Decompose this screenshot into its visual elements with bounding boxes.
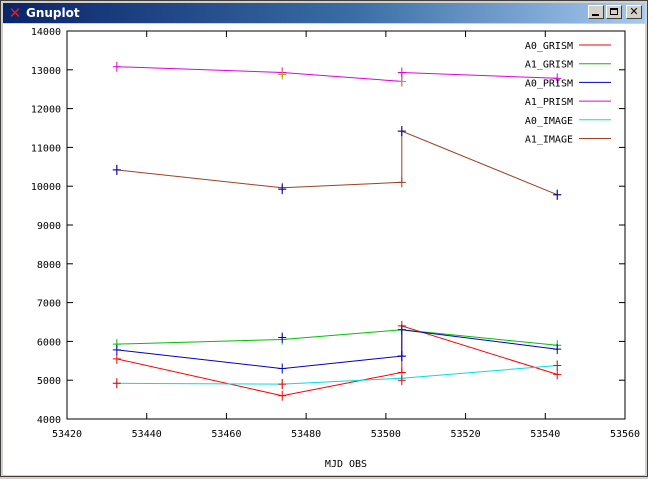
legend-label: A0_GRISM: [525, 41, 573, 52]
marker-layer: [112, 61, 562, 401]
legend-label: A0_IMAGE: [525, 116, 573, 127]
y-tick-label: 4000: [37, 415, 61, 426]
series-layer: [116, 66, 558, 397]
series-line-a1-image: [116, 130, 558, 196]
data-point: [397, 76, 406, 87]
legend-label: A1_PRISM: [525, 97, 573, 108]
data-point: [553, 360, 562, 371]
y-tick-label: 8000: [37, 260, 61, 271]
legend-label: A0_PRISM: [525, 78, 573, 89]
data-point: [112, 353, 121, 364]
title-bar[interactable]: ✕ Gnuplot ✕: [3, 3, 645, 23]
close-icon: ✕: [629, 5, 639, 18]
series-line-a0-grism: [116, 325, 558, 397]
y-tick-label: 9000: [37, 221, 61, 232]
x-tick-label: 53560: [610, 429, 640, 440]
data-point: [553, 189, 562, 200]
y-tick-label: 7000: [37, 299, 61, 310]
y-tick-label: 10000: [31, 182, 61, 193]
data-point: [553, 344, 562, 355]
data-point: [278, 379, 287, 390]
y-tick-label: 14000: [31, 27, 61, 38]
data-point: [278, 69, 287, 80]
data-point: [112, 61, 121, 72]
data-point: [397, 126, 406, 137]
x-axis-label: MJD OBS: [325, 459, 367, 470]
close-button[interactable]: ✕: [626, 5, 642, 19]
minimize-button[interactable]: [588, 5, 604, 19]
data-point: [553, 73, 562, 84]
series-line-a0-prism: [116, 329, 558, 370]
x-tick-label: 53420: [52, 429, 82, 440]
data-point: [553, 369, 562, 380]
y-tick-label: 12000: [31, 105, 61, 116]
data-point: [397, 67, 406, 78]
x-tick-label: 53500: [371, 429, 401, 440]
data-point: [397, 375, 406, 386]
y-tick-label: 13000: [31, 66, 61, 77]
y-tick-label: 11000: [31, 143, 61, 154]
data-point: [112, 164, 121, 175]
x11-icon[interactable]: ✕: [8, 4, 22, 22]
data-point: [278, 390, 287, 401]
window-controls: ✕: [586, 5, 642, 21]
series-line-a1-grism: [116, 329, 558, 346]
line-chart: 53420 53440 53460 53480 53500 53520 53540 53560…: [31, 27, 640, 470]
series-line-a0-image: [116, 365, 558, 385]
maximize-button[interactable]: [606, 5, 622, 19]
data-point: [397, 351, 406, 362]
data-point: [397, 177, 406, 188]
data-point: [278, 363, 287, 374]
data-point: [112, 344, 121, 355]
legend: A0_GRISM A1_GRISM A0_PRISM A1_PRISM A0_IMAGE…: [525, 41, 611, 146]
data-point: [112, 378, 121, 389]
x-tick-label: 53520: [451, 429, 481, 440]
maximize-icon: [610, 8, 618, 15]
series-line-a1-prism: [116, 66, 558, 82]
window-title: Gnuplot: [26, 6, 80, 20]
y-tick-label: 5000: [37, 376, 61, 387]
legend-label: A1_IMAGE: [525, 135, 573, 146]
x-tick-label: 53460: [211, 429, 241, 440]
y-tick-label: 6000: [37, 337, 61, 348]
x-tick-label: 53480: [291, 429, 321, 440]
data-point: [278, 332, 287, 343]
data-point: [278, 184, 287, 195]
x-tick-label: 53540: [530, 429, 560, 440]
data-point: [397, 324, 406, 335]
plot-canvas: 53420 53440 53460 53480 53500 53520 53540 53560…: [3, 24, 645, 475]
legend-label: A1_GRISM: [525, 60, 573, 71]
x-tick-label: 53440: [132, 429, 162, 440]
axes: 53420 53440 53460 53480 53500 53520 53540 53560…: [31, 27, 640, 440]
minimize-icon: [592, 14, 599, 16]
